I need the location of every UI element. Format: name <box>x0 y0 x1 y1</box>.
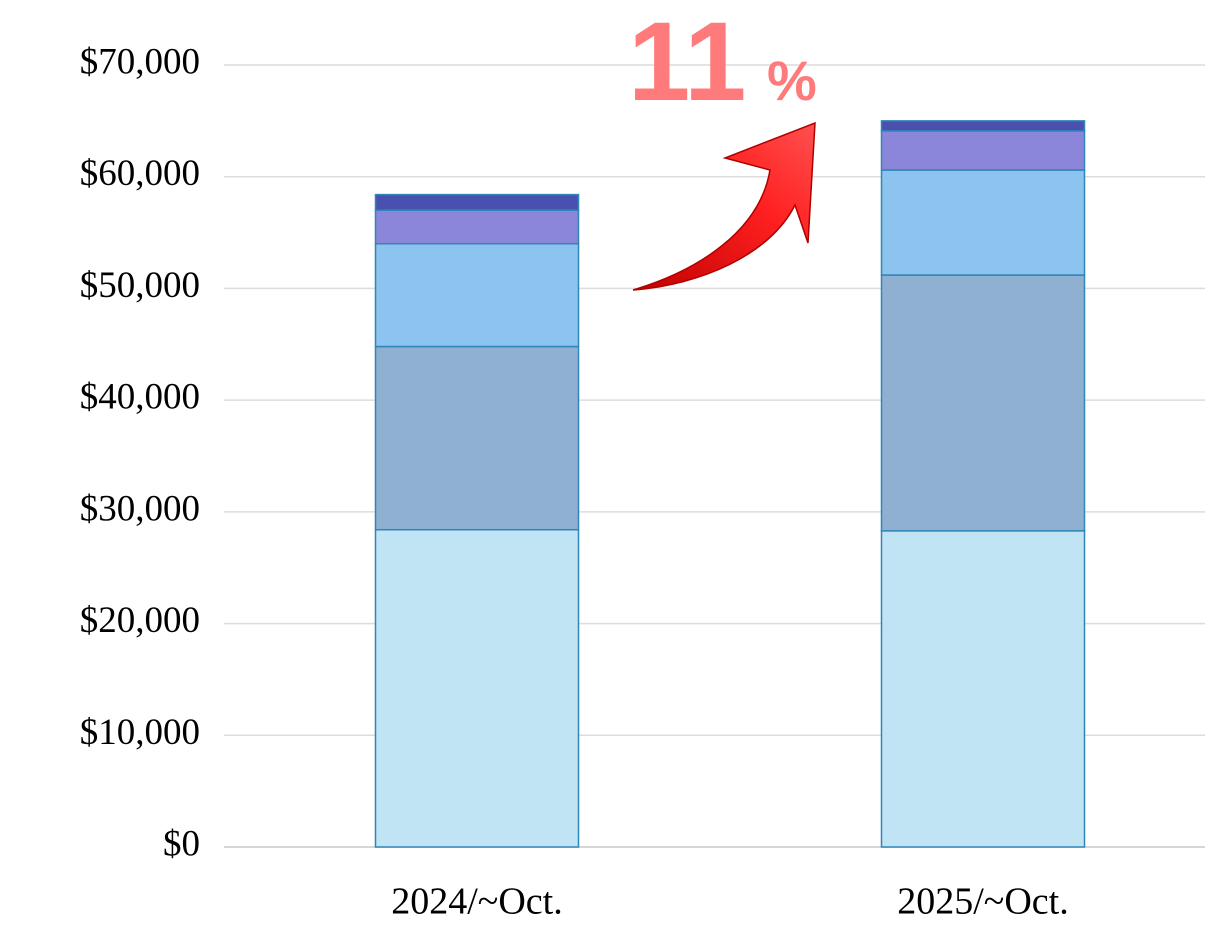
y-tick-label: $20,000 <box>80 600 200 641</box>
bar-segment <box>880 120 1086 132</box>
plot: $0 $10,000 $20,000 $30,000 $40,000 $50,000 $60… <box>80 41 1205 923</box>
y-tick-label: $10,000 <box>80 712 200 753</box>
bar-segment <box>374 242 580 348</box>
bar-segment <box>880 130 1086 171</box>
annotation-unit: % <box>767 49 817 112</box>
bar-segment <box>880 530 1086 848</box>
bar-segment <box>374 528 580 848</box>
annotation-number: 11 <box>628 0 746 124</box>
bar-segment <box>880 169 1086 276</box>
bar-segment <box>374 209 580 245</box>
x-tick-label: 2024/~Oct. <box>391 881 562 923</box>
y-tick-label: $60,000 <box>80 153 200 194</box>
y-tick-label: $50,000 <box>80 265 200 306</box>
y-tick-label: $0 <box>163 823 200 864</box>
x-tick-label: 2025/~Oct. <box>897 881 1068 923</box>
growth-arrow <box>632 121 816 291</box>
y-tick-label: $30,000 <box>80 488 200 529</box>
y-tick-label: $40,000 <box>80 377 200 418</box>
y-tick-label: $70,000 <box>80 41 200 82</box>
bar-segment <box>374 193 580 211</box>
bar-segment <box>374 345 580 531</box>
bar-segment <box>880 274 1086 532</box>
